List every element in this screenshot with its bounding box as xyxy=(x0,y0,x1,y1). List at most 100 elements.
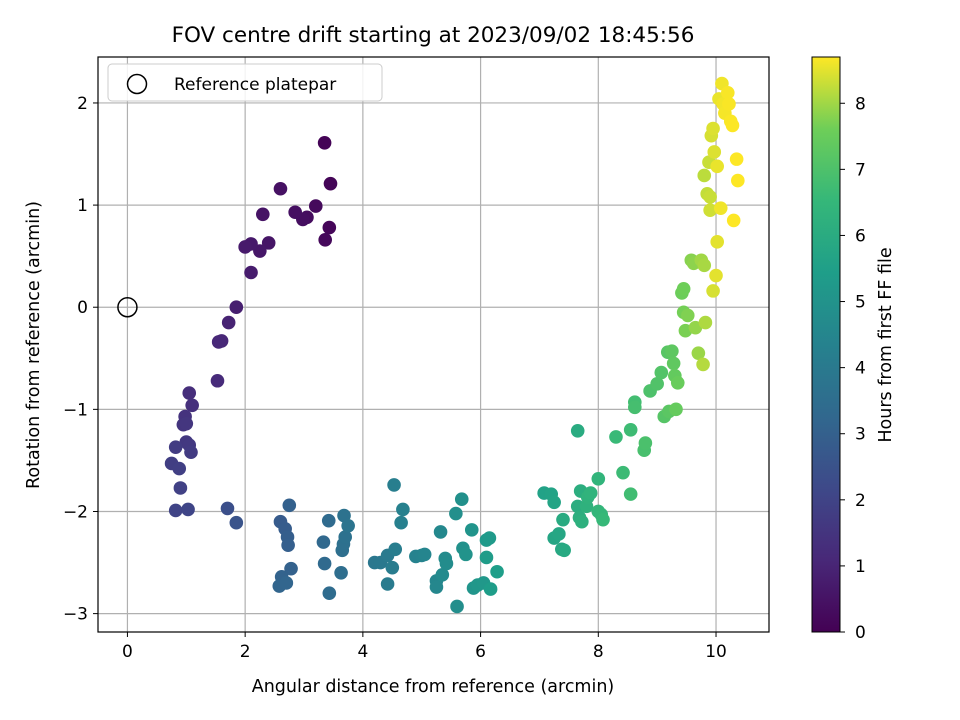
data-point-134 xyxy=(691,346,706,360)
reference-point xyxy=(117,296,138,318)
data-point-73 xyxy=(450,599,464,614)
colorbar-ticks: 0 1 2 3 4 5 6 7 8 xyxy=(840,94,866,643)
data-point-74 xyxy=(449,506,463,521)
data-point-91 xyxy=(552,527,566,541)
data-point-143 xyxy=(703,203,717,217)
data-point-142 xyxy=(703,190,717,204)
data-point-8 xyxy=(273,181,288,196)
data-point-39 xyxy=(281,538,295,552)
data-point-156 xyxy=(720,85,735,100)
data-point-70 xyxy=(435,568,450,582)
data-point-41 xyxy=(284,561,298,576)
x-tick-label-5: 10 xyxy=(705,642,727,662)
y-axis-label: Rotation from reference (arcmin) xyxy=(24,201,44,489)
data-point-49 xyxy=(334,565,348,580)
data-point-85 xyxy=(483,582,498,596)
data-point-0 xyxy=(317,135,332,150)
data-point-77 xyxy=(459,547,473,562)
data-point-136 xyxy=(697,258,712,273)
data-points xyxy=(164,76,745,614)
legend-box xyxy=(107,63,383,102)
data-point-30 xyxy=(172,461,187,476)
colorbar-tick-label-7: 7 xyxy=(855,160,866,180)
data-point-162 xyxy=(731,173,745,188)
data-point-14 xyxy=(244,265,258,280)
data-point-147 xyxy=(707,145,722,159)
data-point-48 xyxy=(322,586,337,600)
data-point-68 xyxy=(429,580,444,594)
data-point-62 xyxy=(394,515,408,530)
data-point-86 xyxy=(490,564,504,579)
x-tick-label-1: 2 xyxy=(240,642,251,662)
data-point-20 xyxy=(182,386,197,400)
data-point-161 xyxy=(729,152,744,166)
colorbar-label: Hours from first FF file xyxy=(876,247,896,442)
data-point-35 xyxy=(229,515,244,530)
data-point-102 xyxy=(583,486,598,500)
data-point-28 xyxy=(168,440,183,454)
data-point-33 xyxy=(181,502,195,517)
x-tick-label-4: 8 xyxy=(593,642,604,662)
data-point-69 xyxy=(433,525,448,539)
data-point-47 xyxy=(321,513,336,528)
data-point-159 xyxy=(725,118,740,133)
data-point-89 xyxy=(547,495,561,510)
data-point-95 xyxy=(570,424,585,438)
data-point-130 xyxy=(680,308,695,323)
data-point-137 xyxy=(698,315,713,330)
data-point-84 xyxy=(479,550,494,565)
colorbar xyxy=(812,57,840,632)
data-point-152 xyxy=(713,201,728,215)
data-point-27 xyxy=(184,445,198,460)
colorbar-frame xyxy=(811,56,841,633)
data-point-63 xyxy=(396,502,410,517)
legend-label: Reference platepar xyxy=(174,75,336,95)
data-point-108 xyxy=(616,465,630,480)
data-point-150 xyxy=(710,159,725,174)
data-point-117 xyxy=(654,365,669,380)
data-point-34 xyxy=(220,501,235,516)
data-point-110 xyxy=(623,487,638,501)
x-axis-label: Angular distance from reference (arcmin) xyxy=(252,677,615,697)
data-point-45 xyxy=(316,535,331,549)
data-point-4 xyxy=(308,199,323,213)
data-point-106 xyxy=(596,512,610,527)
data-point-54 xyxy=(341,518,355,533)
grid-lines xyxy=(98,57,769,632)
y-tick-label-1: −2 xyxy=(63,502,88,522)
x-tick-label-2: 4 xyxy=(357,642,368,662)
data-point-7 xyxy=(288,205,302,220)
data-point-21 xyxy=(185,398,199,413)
colorbar-tick-label-2: 2 xyxy=(855,491,866,511)
colorbar-tick-label-1: 1 xyxy=(855,557,866,577)
y-tick-label-3: 0 xyxy=(77,298,88,318)
data-point-15 xyxy=(229,300,244,315)
data-point-61 xyxy=(387,478,401,492)
colorbar-tick-label-3: 3 xyxy=(855,425,866,445)
y-axis-ticks: −3 −2 −1 0 1 2 xyxy=(63,94,98,625)
data-point-146 xyxy=(706,121,720,136)
data-point-122 xyxy=(666,356,681,371)
x-tick-label-3: 6 xyxy=(475,642,486,662)
data-point-75 xyxy=(454,492,469,507)
x-tick-label-0: 0 xyxy=(122,642,133,662)
data-point-52 xyxy=(338,530,353,544)
data-point-1 xyxy=(323,176,338,191)
data-point-10 xyxy=(261,236,276,250)
chart-title: FOV centre drift starting at 2023/09/02 … xyxy=(172,23,695,48)
colorbar-tick-label-0: 0 xyxy=(855,623,866,643)
data-point-109 xyxy=(623,422,638,437)
data-point-24 xyxy=(179,416,194,431)
colorbar-tick-label-4: 4 xyxy=(855,359,866,379)
data-point-32 xyxy=(168,503,183,518)
data-point-66 xyxy=(417,547,432,562)
legend: Reference platepar xyxy=(107,63,383,102)
data-point-133 xyxy=(688,320,703,335)
data-point-16 xyxy=(221,315,236,330)
data-point-138 xyxy=(696,357,710,372)
plot-frame xyxy=(97,56,770,633)
data-point-58 xyxy=(380,577,395,591)
data-point-2 xyxy=(322,220,337,235)
y-tick-label-0: −3 xyxy=(63,605,88,625)
